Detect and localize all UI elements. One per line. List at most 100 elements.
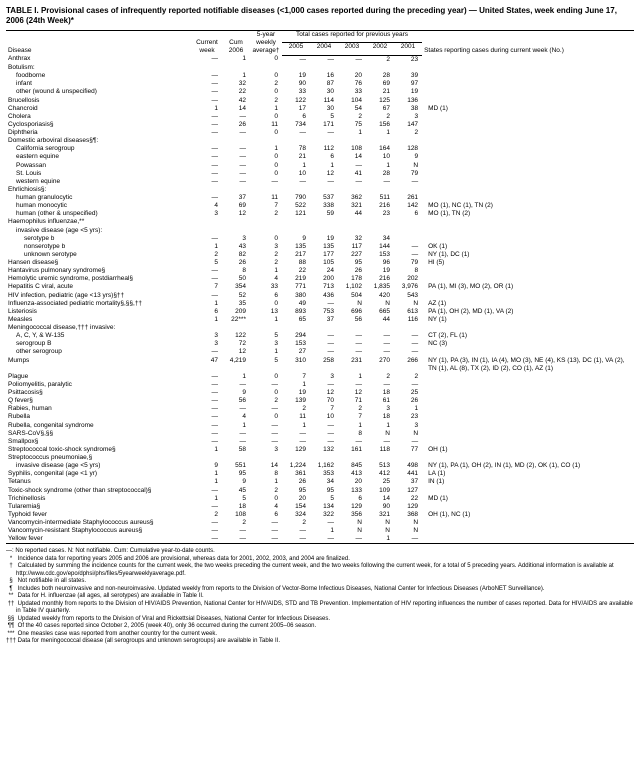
value-cell: 44 xyxy=(366,316,394,324)
value-cell: 3 xyxy=(310,373,338,381)
states-cell xyxy=(422,113,634,121)
states-cell: OK (1) xyxy=(422,243,634,251)
value-cell: 142 xyxy=(394,202,422,210)
value-cell: 117 xyxy=(338,243,366,251)
value-cell xyxy=(338,137,366,145)
value-cell: 8 xyxy=(394,267,422,275)
value-cell: 70 xyxy=(310,397,338,405)
value-cell: 3 xyxy=(366,405,394,413)
disease-label: infant xyxy=(6,80,192,88)
states-cell: NY (1), PA (1), OH (2), IN (1), MD (2), … xyxy=(422,462,634,470)
value-cell: 513 xyxy=(366,462,394,470)
col-current-week: Current week xyxy=(192,31,222,56)
value-cell: 128 xyxy=(394,145,422,153)
table-row: Ehrlichiosis§: xyxy=(6,186,634,194)
value-cell: 54 xyxy=(338,105,366,113)
value-cell: 52 xyxy=(222,292,250,300)
value-cell: — xyxy=(250,178,282,186)
value-cell xyxy=(394,64,422,72)
states-cell xyxy=(422,292,634,300)
value-cell: 294 xyxy=(282,332,310,340)
table-row: western equine———————— xyxy=(6,178,634,186)
value-cell: 19 xyxy=(366,267,394,275)
states-cell xyxy=(422,397,634,405)
value-cell: 0 xyxy=(250,113,282,121)
states-cell: OH (1) xyxy=(422,446,634,454)
value-cell: 1 xyxy=(192,446,222,454)
value-cell: N xyxy=(338,300,366,308)
states-cell xyxy=(422,535,634,544)
disease-label: Streptococcal toxic-shock syndrome§ xyxy=(6,446,192,454)
value-cell: 10 xyxy=(310,413,338,421)
value-cell: 543 xyxy=(394,292,422,300)
value-cell: 310 xyxy=(282,357,310,373)
value-cell: 96 xyxy=(366,259,394,267)
states-cell: LA (1) xyxy=(422,470,634,478)
disease-label: Influenza-associated pediatric mortality… xyxy=(6,300,192,308)
table-row: Streptococcus pneumoniae,§ xyxy=(6,454,634,462)
value-cell xyxy=(366,227,394,235)
value-cell: 22 xyxy=(282,267,310,275)
value-cell: 9 xyxy=(394,153,422,161)
states-cell xyxy=(422,129,634,137)
value-cell: 44 xyxy=(338,210,366,218)
states-cell xyxy=(422,487,634,495)
value-cell: 34 xyxy=(310,478,338,486)
value-cell: 133 xyxy=(338,487,366,495)
value-cell: 161 xyxy=(338,446,366,454)
value-cell xyxy=(222,324,250,332)
value-cell: 613 xyxy=(394,308,422,316)
value-cell: — xyxy=(222,145,250,153)
value-cell xyxy=(282,324,310,332)
value-cell: — xyxy=(282,535,310,544)
value-cell: 0 xyxy=(250,235,282,243)
states-cell xyxy=(422,227,634,235)
value-cell: 1,162 xyxy=(310,462,338,470)
value-cell xyxy=(192,324,222,332)
value-cell: 33 xyxy=(250,283,282,291)
value-cell: 35 xyxy=(222,300,250,308)
value-cell: 2 xyxy=(250,397,282,405)
states-cell: NY (1), PA (3), IN (1), IA (4), MO (3), … xyxy=(422,357,634,373)
value-cell: 1 xyxy=(250,267,282,275)
col-2001: 2001 xyxy=(394,43,422,55)
value-cell: 37 xyxy=(222,194,250,202)
value-cell: 12 xyxy=(310,170,338,178)
value-cell: 1 xyxy=(338,422,366,430)
value-cell: 2 xyxy=(222,519,250,527)
disease-label: human monocytic xyxy=(6,202,192,210)
disease-label: invasive disease (age <5 yrs) xyxy=(6,462,192,470)
value-cell: 771 xyxy=(282,283,310,291)
value-cell: — xyxy=(192,422,222,430)
states-cell: OH (1), NC (1) xyxy=(422,511,634,519)
value-cell xyxy=(338,324,366,332)
value-cell: — xyxy=(338,348,366,356)
table-row: Rabies, human———27231 xyxy=(6,405,634,413)
table-row: human monocytic4697522338321216142MO (1)… xyxy=(6,202,634,210)
value-cell: 41 xyxy=(338,170,366,178)
disease-label: nonserotype b xyxy=(6,243,192,251)
value-cell: 129 xyxy=(338,503,366,511)
value-cell xyxy=(222,64,250,72)
value-cell: — xyxy=(310,381,338,389)
value-cell: 1 xyxy=(192,495,222,503)
value-cell: 2 xyxy=(366,113,394,121)
value-cell: 37 xyxy=(310,316,338,324)
value-cell: N xyxy=(394,300,422,308)
value-cell: 0 xyxy=(250,373,282,381)
value-cell: — xyxy=(282,527,310,535)
value-cell: 50 xyxy=(222,275,250,283)
disease-label: serogroup B xyxy=(6,340,192,348)
states-cell xyxy=(422,137,634,145)
value-cell: 129 xyxy=(282,446,310,454)
value-cell: 227 xyxy=(338,251,366,259)
col-2005: 2005 xyxy=(282,43,310,55)
footnote: §§ Updated weekly from reports to the Di… xyxy=(6,616,634,624)
table-row: human (other & unspecified)3122121594423… xyxy=(6,210,634,218)
value-cell: 361 xyxy=(282,470,310,478)
disease-label: other (wound & unspecified) xyxy=(6,88,192,96)
value-cell: 23 xyxy=(366,210,394,218)
disease-label: serotype b xyxy=(6,235,192,243)
value-cell: 28 xyxy=(366,170,394,178)
states-cell: MO (1), TN (2) xyxy=(422,210,634,218)
